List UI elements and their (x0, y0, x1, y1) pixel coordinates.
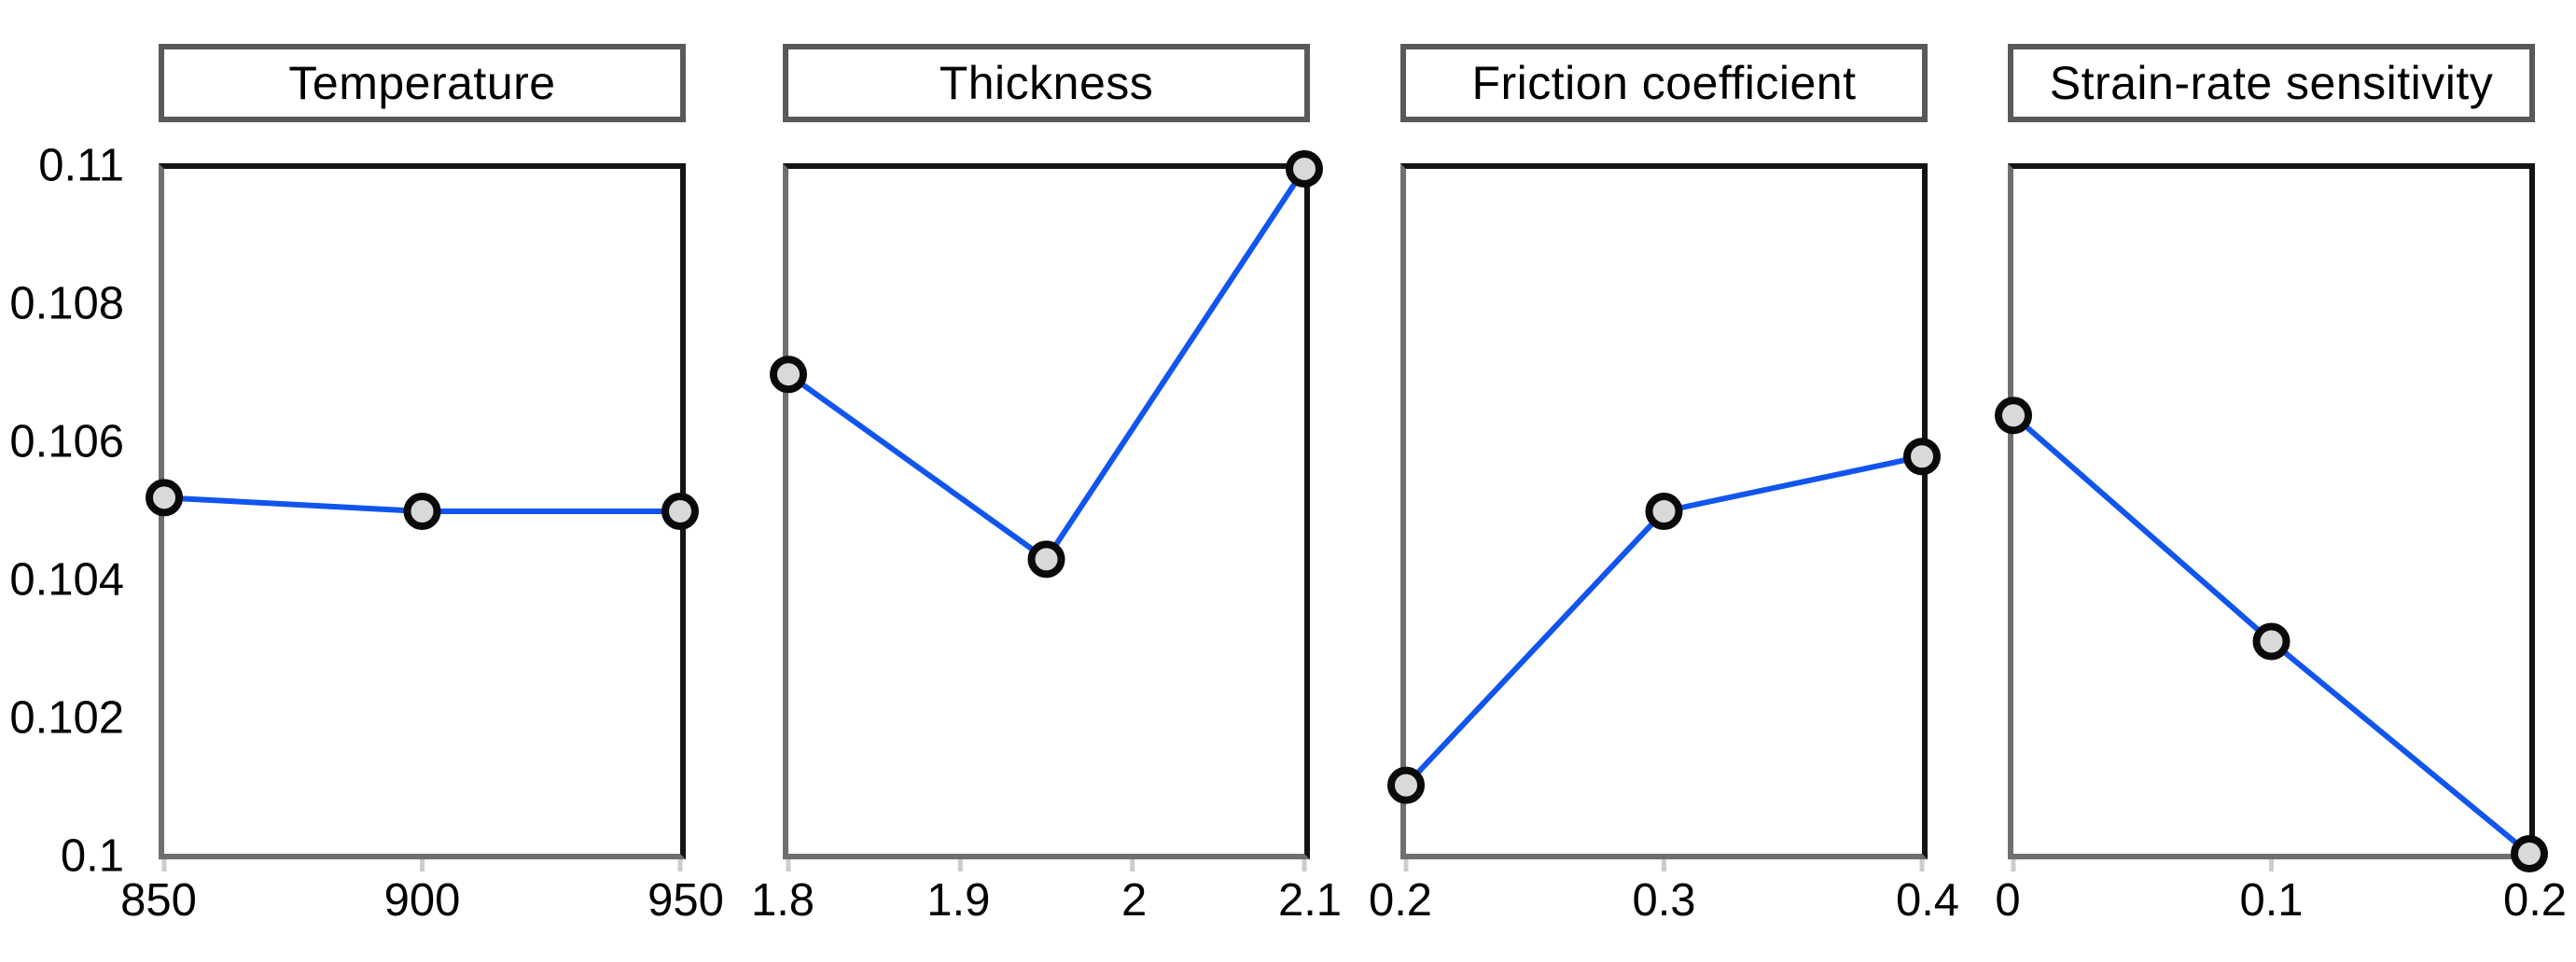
panel-title-box: Strain-rate sensitivity (2008, 44, 2535, 122)
line-series-svg (1387, 438, 1941, 871)
x-tick-label: 0.3 (1632, 875, 1696, 926)
shared-y-axis: 0.11 0.108 0.106 0.104 0.102 0.1 (0, 143, 124, 879)
x-axis-tick-labels: 0.2 0.3 0.4 (1369, 871, 1959, 936)
x-axis-tick-labels: 1.8 1.9 2 2.1 (751, 871, 1342, 936)
x-tick-label: 0 (1995, 875, 2021, 926)
x-tick-label: 0.2 (1368, 875, 1433, 926)
data-point-marker (403, 493, 441, 530)
x-tick-label: 2 (1121, 875, 1148, 926)
series-line (787, 167, 1307, 563)
panel-title: Friction coefficient (1471, 57, 1857, 109)
y-tick-label: 0.1 (60, 830, 124, 882)
panel-strain-rate-sensitivity: Strain-rate sensitivity 0 0.1 0.2 (1995, 0, 2567, 962)
plot-area (1995, 163, 2548, 872)
panel-title: Thickness (939, 57, 1154, 109)
data-point-marker (1995, 397, 2032, 435)
data-point-marker (1286, 150, 1323, 188)
y-tick-label: 0.106 (9, 416, 124, 467)
x-tick-label: 850 (120, 875, 197, 926)
line-series-svg (146, 479, 699, 871)
x-axis-tick-labels: 0 0.1 0.2 (1995, 871, 2567, 936)
y-tick-label: 0.108 (9, 278, 124, 329)
data-point-marker (1903, 438, 1941, 476)
x-tick-label: 1.8 (750, 875, 815, 926)
data-point-marker (2511, 835, 2548, 872)
line-series-svg (770, 150, 1323, 871)
panel-title: Strain-rate sensitivity (2049, 57, 2494, 109)
plot-area (146, 163, 699, 871)
data-point-marker (1027, 540, 1065, 579)
panel-title-box: Friction coefficient (1400, 44, 1928, 122)
panel-title-box: Thickness (783, 44, 1310, 122)
y-tick-label: 0.11 (38, 140, 124, 191)
x-tick-label: 2.1 (1277, 875, 1343, 926)
line-series-svg (1995, 397, 2548, 872)
x-axis-tick-labels: 850 900 950 (120, 871, 724, 936)
x-tick-label: 0.1 (2239, 875, 2304, 926)
panel-thickness: Thickness 1.8 1.9 2 2.1 (751, 0, 1342, 962)
x-tick-label: 950 (647, 875, 724, 926)
plot-area (770, 150, 1323, 871)
x-tick-label: 0.4 (1895, 875, 1960, 926)
x-tick-label: 0.2 (2502, 875, 2568, 926)
panel-title-box: Temperature (159, 44, 686, 122)
panel-temperature: Temperature 850 900 950 (120, 0, 724, 962)
data-point-marker (770, 356, 807, 394)
x-tick-label: 1.9 (926, 875, 991, 926)
y-tick-label: 0.102 (9, 692, 124, 744)
x-tick-label: 900 (383, 875, 461, 926)
panel-title: Temperature (288, 57, 556, 109)
data-point-marker (1387, 766, 1425, 804)
data-point-marker (146, 479, 183, 517)
y-tick-label: 0.104 (9, 554, 124, 606)
plot-area (1387, 163, 1941, 871)
data-point-marker (661, 493, 699, 530)
panel-friction-coefficient: Friction coefficient 0.2 0.3 0.4 (1369, 0, 1959, 962)
data-point-marker (2252, 622, 2291, 661)
data-point-marker (1645, 493, 1683, 530)
